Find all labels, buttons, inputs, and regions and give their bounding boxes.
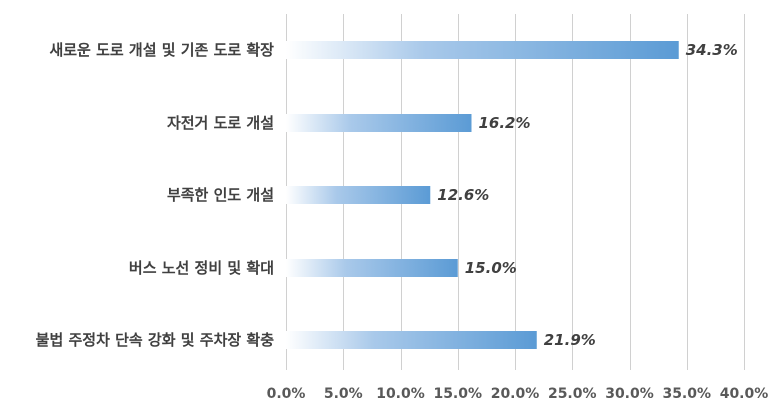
data-label: 21.9% — [544, 331, 596, 349]
data-label: 15.0% — [465, 259, 517, 277]
bar — [286, 114, 472, 132]
x-tick-label: 10.0% — [376, 386, 425, 402]
data-label: 16.2% — [478, 114, 530, 132]
x-tick-label: 15.0% — [433, 386, 482, 402]
category-label: 새로운 도로 개설 및 기존 도로 확장 — [49, 41, 274, 59]
x-tick-label: 25.0% — [548, 386, 597, 402]
x-tick-label: 40.0% — [720, 386, 769, 402]
category-label: 자전거 도로 개설 — [167, 114, 274, 132]
bars — [286, 41, 679, 349]
x-tick-label: 0.0% — [267, 386, 306, 402]
data-label: 12.6% — [437, 186, 489, 204]
category-label: 불법 주정차 단속 강화 및 주차장 확충 — [36, 331, 275, 349]
category-label: 버스 노선 정비 및 확대 — [129, 259, 274, 277]
bar — [286, 41, 679, 59]
x-tick-label: 30.0% — [605, 386, 654, 402]
data-label: 34.3% — [686, 41, 738, 59]
category-label: 부족한 인도 개설 — [167, 186, 274, 204]
gridlines — [286, 14, 745, 370]
bar — [286, 186, 431, 204]
bar — [286, 259, 458, 277]
x-axis-tick-labels: 0.0% 5.0% 10.0% 15.0% 20.0% 25.0% 30.0% 35.0% 40… — [267, 386, 769, 402]
x-tick-label: 5.0% — [324, 386, 363, 402]
bar — [286, 331, 537, 349]
x-tick-label: 20.0% — [491, 386, 540, 402]
value-labels: 34.3% 16.2% 12.6% 15.0% 21.9% — [437, 41, 738, 349]
x-tick-label: 35.0% — [662, 386, 711, 402]
